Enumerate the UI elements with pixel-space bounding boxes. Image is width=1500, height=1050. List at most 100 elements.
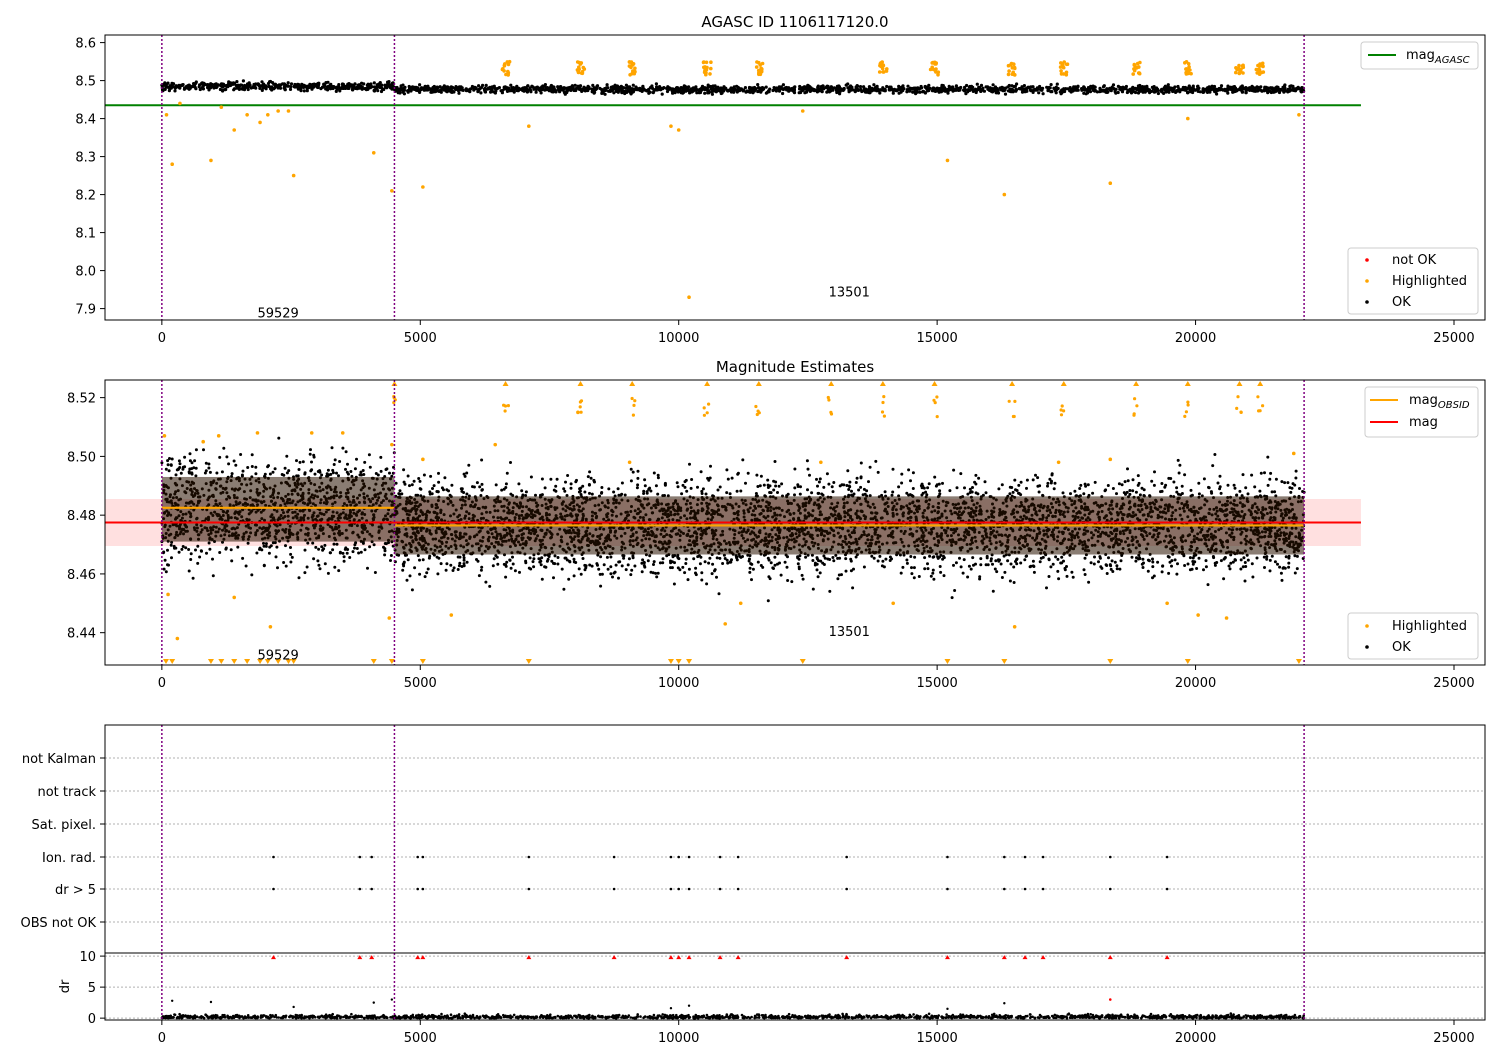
panel-magnitude-ok-point	[208, 470, 212, 474]
panel-agasc-highlighted-point	[702, 60, 706, 64]
panel-agasc-ok-point	[288, 87, 293, 91]
panel-agasc-ok-point	[289, 85, 293, 89]
panel-agasc-ok-point	[986, 87, 990, 91]
panel-agasc-ok-point	[171, 82, 176, 86]
panel-magnitude-ok-point	[218, 551, 222, 554]
panel-agasc-ok-point	[351, 88, 355, 92]
panel-agasc-ok-point	[653, 88, 657, 92]
panel-agasc-ok-point	[236, 84, 240, 88]
panel-agasc-ok-point	[732, 87, 736, 91]
panel-agasc-ok-point	[1049, 83, 1053, 87]
panel-agasc-ok-point	[549, 87, 553, 92]
panel-agasc-ok-point	[750, 86, 755, 90]
panel-magnitude-ok-point	[362, 473, 366, 476]
panel-agasc-highlighted-point	[702, 65, 706, 70]
panel-agasc-ok-point	[395, 89, 399, 93]
panel-magnitude-ok-point	[204, 469, 208, 473]
panel-agasc-ok-point	[261, 85, 265, 89]
panel-magnitude-ok-point	[170, 457, 174, 461]
panel-agasc-ok-point	[921, 90, 925, 94]
panel-agasc-ok-point	[1013, 84, 1018, 88]
panel-agasc-highlighted-point	[704, 71, 708, 75]
panel-agasc-ok-point	[479, 85, 484, 90]
panel-agasc-ok-point	[360, 81, 364, 85]
panel-agasc-ok-point	[296, 82, 301, 87]
panel-magnitude-ok-point	[384, 542, 388, 546]
panel-agasc-ok-point	[648, 90, 652, 94]
panel-magnitude-ok-point	[379, 455, 383, 459]
panel-agasc-ok-point	[1129, 91, 1134, 95]
panel-agasc-ok-point	[975, 82, 979, 86]
panel-magnitude-ok-point	[202, 448, 205, 452]
panel-agasc-ok-point	[293, 82, 297, 87]
panel-magnitude-ok-point	[229, 548, 233, 552]
panel-agasc-ok-point	[247, 84, 251, 89]
panel-magnitude-ok-point	[177, 550, 181, 554]
panel-agasc-ok-point	[215, 84, 219, 88]
panel-magnitude-ok-point	[345, 551, 349, 555]
panel-magnitude-ok-point	[1023, 558, 1027, 562]
panel-agasc-ok-point	[494, 89, 498, 93]
panel-magnitude-ok-point	[267, 551, 271, 555]
panel-magnitude-ok-point	[800, 573, 804, 577]
panel-magnitude-ok-point	[194, 474, 198, 478]
panel-magnitude-ok-point	[705, 582, 709, 586]
panel-agasc-highlighted-point	[245, 113, 249, 117]
panel-agasc-ok-point	[615, 87, 620, 91]
panel-magnitude-ok-point	[305, 565, 309, 569]
panel-agasc-ok-point	[1047, 85, 1051, 90]
panel-agasc-ok-point	[965, 83, 969, 88]
panel-agasc-ok-point	[872, 83, 876, 87]
panel-agasc-highlighted-point	[628, 73, 632, 77]
panel-magnitude-ok-point	[1294, 476, 1298, 480]
panel-magnitude-ok-point	[207, 462, 211, 466]
panel-magnitude-ok-point	[326, 571, 330, 575]
panel-magnitude-ok-point	[254, 472, 258, 476]
panel-magnitude-ok-point	[188, 452, 192, 456]
panel-magnitude-ok-point	[250, 465, 254, 468]
panel-magnitude-ok-point	[275, 545, 279, 549]
panel-agasc-ok-point	[1188, 88, 1192, 92]
panel-magnitude-ok-point	[811, 587, 815, 591]
panel-agasc-y-tick-label: 8.3	[75, 151, 96, 166]
panel-magnitude-ok-point	[1150, 479, 1154, 483]
panel-agasc-ok-point	[1295, 87, 1299, 91]
panel-magnitude-ok-point	[355, 547, 359, 550]
panel-magnitude-ok-point	[928, 554, 932, 558]
panel-agasc-ok-point	[695, 88, 699, 92]
panel-agasc-ok-point	[844, 83, 848, 87]
panel-agasc-highlighted-point	[1012, 65, 1017, 70]
panel-agasc-ok-point	[675, 87, 679, 91]
panel-magnitude-ok-point	[230, 472, 234, 476]
panel-agasc-ok-point	[163, 82, 167, 86]
panel-magnitude-ok-point	[725, 491, 729, 495]
panel-magnitude-ok-point	[211, 557, 214, 561]
panel-magnitude-ok-point	[368, 545, 372, 549]
panel-agasc-ok-point	[1263, 86, 1267, 90]
panel-magnitude-ok-point	[1280, 578, 1284, 582]
panel-magnitude-ok-point	[1041, 555, 1045, 559]
panel-magnitude-ok-point	[310, 460, 313, 464]
panel-magnitude-ok-point	[215, 471, 219, 475]
panel-magnitude-ok-point	[505, 471, 509, 475]
panel-magnitude-ok-point	[805, 459, 809, 463]
panel-agasc-ok-point	[1095, 90, 1099, 94]
panel-agasc-highlighted-point	[1137, 71, 1142, 75]
panel-agasc-ok-point	[305, 85, 309, 89]
panel-agasc-highlighted-point	[579, 71, 584, 75]
panel-magnitude-ok-point	[974, 473, 978, 477]
panel-magnitude-ok-point	[358, 473, 362, 477]
panel-agasc-ok-point	[302, 89, 306, 93]
panel-magnitude-ok-point	[357, 551, 361, 555]
panel-agasc-ok-point	[1038, 84, 1042, 89]
panel-magnitude-ok-point	[825, 472, 829, 476]
panel-magnitude-ok-point	[282, 561, 286, 564]
panel-magnitude-ok-point	[704, 492, 708, 496]
panel-agasc-ok-point	[1041, 92, 1045, 96]
panel-agasc-ok-point	[624, 83, 629, 87]
panel-magnitude-ok-point	[222, 446, 226, 450]
panel-agasc-ok-point	[576, 84, 580, 88]
panel-agasc-ok-point	[887, 88, 892, 92]
panel-magnitude-ok-point	[183, 465, 187, 469]
panel-agasc-ok-point	[503, 85, 507, 89]
